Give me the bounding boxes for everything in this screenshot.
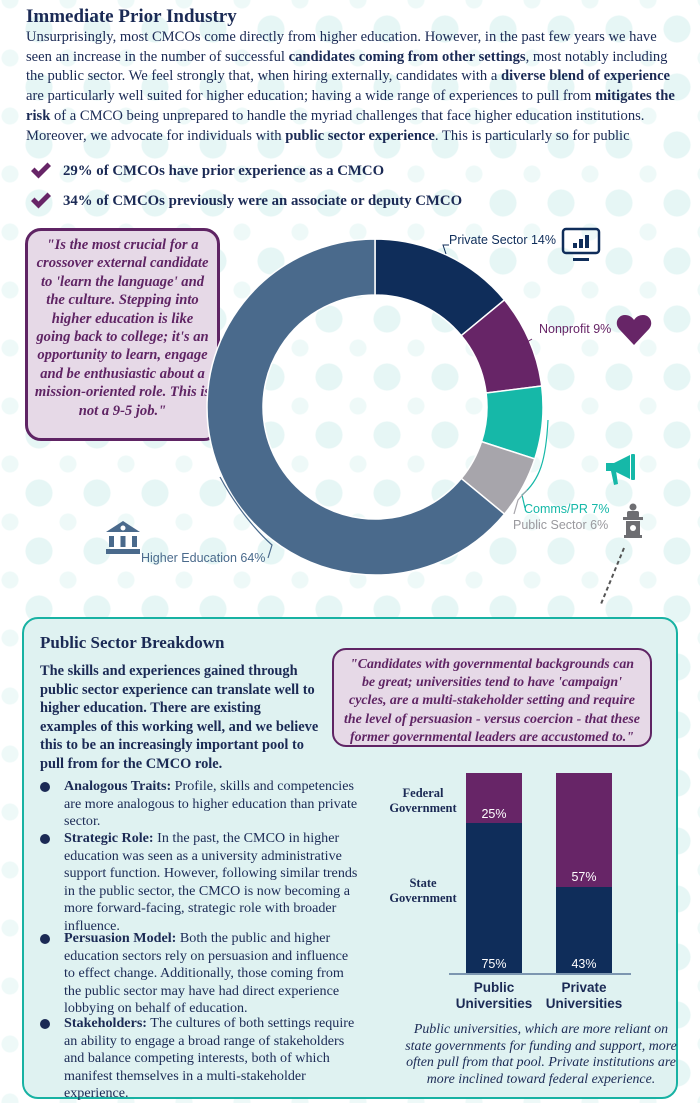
donut-segment-higher-education [206,238,506,576]
university-building-icon [106,521,140,554]
bullet-head: Strategic Role: [64,830,154,846]
donut-label-nonprofit: Nonprofit 9% [539,322,612,336]
quote-box: "Is the most crucial for a crossover ext… [25,228,220,441]
heart-icon [616,315,652,345]
value-public-federal: 25% [481,807,507,821]
bullet-head: Stakeholders: [64,1015,148,1031]
bullet-body: In the past, the CMCO in higher educatio… [64,830,358,934]
legend-federal-government: Federal Government [389,786,457,815]
bullet-dot [40,1019,50,1029]
bar-segment-federal [556,773,612,887]
bullet-head: Analogous Traits: [64,778,172,794]
bullet-body: The cultures of both settings require an… [64,1015,355,1102]
bar-segment-federal [466,773,522,823]
stat-text: 34% of CMCOs previously were an associat… [63,192,463,209]
bullet-head: Persuasion Model: [64,930,177,946]
bullet-dot [40,782,50,792]
stat-check-row: 34% of CMCOs previously were an associat… [30,192,462,210]
stat-check-row: 29% of CMCOs have prior experience as a … [30,162,384,180]
donut-segment-nonprofit [460,298,543,394]
bullet-analogous-traits: Analogous Traits: Profile, skills and co… [40,778,360,831]
donut-label-public: Public Sector 6% [513,518,609,532]
bar-segment-state [466,823,522,973]
bullet-persuasion-model: Persuasion Model: Both the public and hi… [40,930,360,1018]
legend-state-government: State Government [389,876,457,905]
podium-icon [623,503,643,538]
category-public-universities: Public Universities [455,980,533,1011]
donut-label-higher-ed: Higher Education 64% [141,551,266,565]
panel-title: Public Sector Breakdown [40,633,225,652]
donut-segments [206,238,544,576]
bullet-dot [40,934,50,944]
bullet-dot [40,834,50,844]
panel-intro: The skills and experiences gained throug… [40,663,319,772]
monitor-chart-icon [561,227,601,261]
donut-segment-comms-pr [480,385,544,460]
value-private-state: 43% [571,957,597,971]
checkmark-icon [31,162,51,179]
bullet-body: Profile, skills and competencies are mor… [64,778,358,830]
bar-public-universities [466,773,522,973]
bullet-strategic-role: Strategic Role: In the past, the CMCO in… [40,830,360,936]
megaphone-icon [606,454,635,485]
value-public-state: 75% [481,957,507,971]
category-private-universities: Private Universities [545,980,623,1011]
bar-segment-state [556,887,612,973]
section-title: Immediate Prior Industry [26,6,237,27]
value-private-federal: 57% [571,870,597,884]
bullet-stakeholders: Stakeholders: The cultures of both setti… [40,1015,360,1103]
x-axis-line [449,973,631,975]
donut-label-comms: Comms/PR 7% [524,502,610,516]
donut-label-private: Private Sector 14% [449,233,556,247]
checkmark-icon [31,192,51,209]
chart-caption: Public universities, which are more reli… [405,1022,677,1087]
intro-paragraph: Unsurprisingly, most CMCOs come directly… [26,29,685,148]
bullet-body: Both the public and higher education sec… [64,930,349,1017]
donut-segment-private-sector [374,238,506,337]
bar-private-universities [556,773,612,973]
stat-text: 29% of CMCOs have prior experience as a … [63,162,385,179]
quote-box: "Candidates with governmental background… [332,648,652,747]
